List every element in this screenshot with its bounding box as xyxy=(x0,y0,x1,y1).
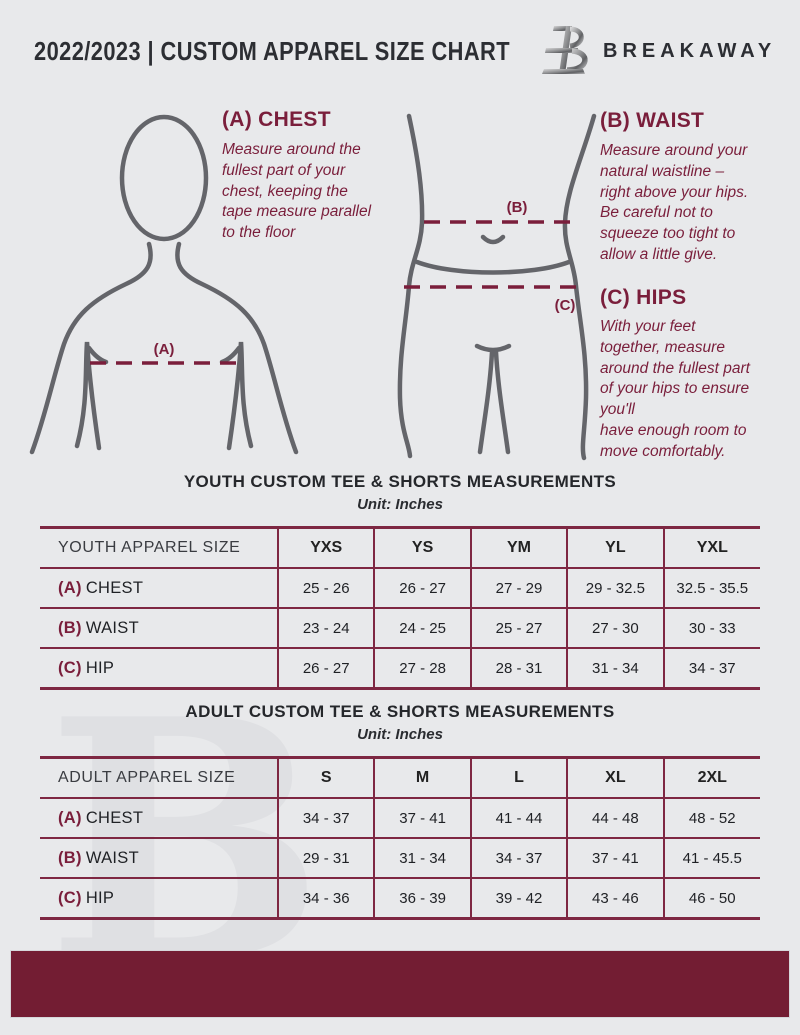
chest-heading: (A) CHEST xyxy=(222,108,331,131)
size-cell: 27 - 28 xyxy=(373,648,471,689)
row-marker: (C) xyxy=(58,658,82,677)
size-cell: 37 - 41 xyxy=(373,798,471,838)
size-cell: 32.5 - 35.5 xyxy=(662,568,760,608)
size-cell: 25 - 26 xyxy=(276,568,375,608)
adult-size-table: ADULT APPAREL SIZE S M L XL 2XL (A) CHEST… xyxy=(40,756,760,920)
youth-chest-row: (A) CHEST 25 - 26 26 - 27 27 - 29 29 - 32… xyxy=(40,568,760,608)
size-cell: 24 - 25 xyxy=(373,608,471,648)
lower-body-figure: (B) (C) xyxy=(397,113,597,461)
adult-header-row: ADULT APPAREL SIZE S M L XL 2XL xyxy=(40,757,760,798)
row-label: (A) CHEST xyxy=(40,798,278,838)
youth-table-unit: Unit: Inches xyxy=(357,496,443,513)
hips-marker-label: (C) xyxy=(555,297,576,314)
breakaway-monogram-icon xyxy=(542,26,588,74)
row-label-text: HIP xyxy=(85,888,115,907)
row-label: (C) HIP xyxy=(40,878,278,919)
size-cell: 46 - 50 xyxy=(662,878,760,919)
hips-heading: (C) HIPS xyxy=(600,286,687,309)
youth-waist-row: (B) WAIST 23 - 24 24 - 25 25 - 27 27 - 30… xyxy=(40,608,760,648)
adult-table-title: ADULT CUSTOM TEE & SHORTS MEASUREMENTS xyxy=(185,702,615,721)
waist-description: Measure around your natural waistline – … xyxy=(600,142,749,263)
adult-col-header-2xl: 2XL xyxy=(662,757,760,798)
upper-body-figure: (A) xyxy=(29,114,299,455)
size-cell: 27 - 30 xyxy=(566,608,664,648)
size-cell: 48 - 52 xyxy=(662,798,760,838)
size-cell: 27 - 29 xyxy=(469,568,568,608)
size-cell: 41 - 44 xyxy=(469,798,568,838)
size-cell: 31 - 34 xyxy=(566,648,664,689)
youth-col-header-ys: YS xyxy=(373,527,471,568)
row-label-text: WAIST xyxy=(85,848,139,867)
size-cell: 34 - 37 xyxy=(276,798,375,838)
chest-description: Measure around the fullest part of your … xyxy=(222,141,372,242)
youth-col-header-yxs: YXS xyxy=(276,527,375,568)
size-cell: 25 - 27 xyxy=(469,608,568,648)
adult-col-header-l: L xyxy=(469,757,568,798)
brand-logo: BREAKAWAY xyxy=(540,22,776,80)
row-label-text: CHEST xyxy=(85,578,144,597)
youth-col-header-size: YOUTH APPAREL SIZE xyxy=(58,539,241,556)
size-cell: 37 - 41 xyxy=(566,838,664,878)
footer-accent-bar xyxy=(10,950,790,1018)
youth-hip-row: (C) HIP 26 - 27 27 - 28 28 - 31 31 - 34 3… xyxy=(40,648,760,689)
size-cell: 39 - 42 xyxy=(469,878,568,919)
row-label-text: WAIST xyxy=(85,618,139,637)
adult-table-unit: Unit: Inches xyxy=(357,726,443,743)
size-cell: 34 - 37 xyxy=(662,648,760,689)
adult-col-header-s: S xyxy=(276,757,375,798)
size-cell: 26 - 27 xyxy=(276,648,375,689)
adult-col-header-m: M xyxy=(373,757,471,798)
youth-table-section: YOUTH CUSTOM TEE & SHORTS MEASUREMENTS U… xyxy=(40,472,760,690)
row-label-text: HIP xyxy=(85,658,115,677)
page-title-text: 2022/2023 | CUSTOM APPAREL SIZE CHART xyxy=(34,36,510,66)
youth-col-header-yxl: YXL xyxy=(662,527,760,568)
size-cell: 26 - 27 xyxy=(373,568,471,608)
size-cell: 31 - 34 xyxy=(373,838,471,878)
size-cell: 36 - 39 xyxy=(373,878,471,919)
youth-header-row: YOUTH APPAREL SIZE YXS YS YM YL YXL xyxy=(40,527,760,568)
adult-chest-row: (A) CHEST 34 - 37 37 - 41 41 - 44 44 - 48… xyxy=(40,798,760,838)
row-label: (A) CHEST xyxy=(40,568,278,608)
adult-col-header-xl: XL xyxy=(566,757,664,798)
youth-table-title: YOUTH CUSTOM TEE & SHORTS MEASUREMENTS xyxy=(183,472,617,491)
row-marker: (A) xyxy=(58,808,82,827)
adult-col-header-size: ADULT APPAREL SIZE xyxy=(58,769,236,786)
size-cell: 29 - 31 xyxy=(276,838,375,878)
size-cell: 29 - 32.5 xyxy=(566,568,664,608)
page-title: 2022/2023 | CUSTOM APPAREL SIZE CHART xyxy=(34,36,601,67)
chest-marker-label: (A) xyxy=(154,341,175,358)
row-label: (C) HIP xyxy=(40,648,278,689)
youth-col-header-yl: YL xyxy=(566,527,664,568)
size-cell: 34 - 37 xyxy=(469,838,568,878)
youth-size-table: YOUTH APPAREL SIZE YXS YS YM YL YXL (A) C… xyxy=(40,526,760,690)
waist-heading: (B) WAIST xyxy=(600,109,705,132)
row-label: (B) WAIST xyxy=(40,838,278,878)
row-marker: (A) xyxy=(58,578,82,597)
row-marker: (B) xyxy=(58,848,82,867)
waist-marker-label: (B) xyxy=(507,199,528,216)
adult-table-section: ADULT CUSTOM TEE & SHORTS MEASUREMENTS U… xyxy=(40,702,760,920)
size-cell: 23 - 24 xyxy=(276,608,375,648)
hips-description: With your feet together, measure around … xyxy=(600,318,750,460)
size-cell: 34 - 36 xyxy=(276,878,375,919)
row-label-text: CHEST xyxy=(85,808,144,827)
youth-col-header-ym: YM xyxy=(469,527,568,568)
adult-waist-row: (B) WAIST 29 - 31 31 - 34 34 - 37 37 - 41… xyxy=(40,838,760,878)
size-cell: 30 - 33 xyxy=(662,608,760,648)
brand-name: BREAKAWAY xyxy=(603,39,777,62)
size-cell: 28 - 31 xyxy=(469,648,568,689)
row-marker: (B) xyxy=(58,618,82,637)
row-marker: (C) xyxy=(58,888,82,907)
size-cell: 44 - 48 xyxy=(566,798,664,838)
size-cell: 43 - 46 xyxy=(566,878,664,919)
adult-hip-row: (C) HIP 34 - 36 36 - 39 39 - 42 43 - 46 4… xyxy=(40,878,760,919)
row-label: (B) WAIST xyxy=(40,608,278,648)
size-cell: 41 - 45.5 xyxy=(662,838,760,878)
